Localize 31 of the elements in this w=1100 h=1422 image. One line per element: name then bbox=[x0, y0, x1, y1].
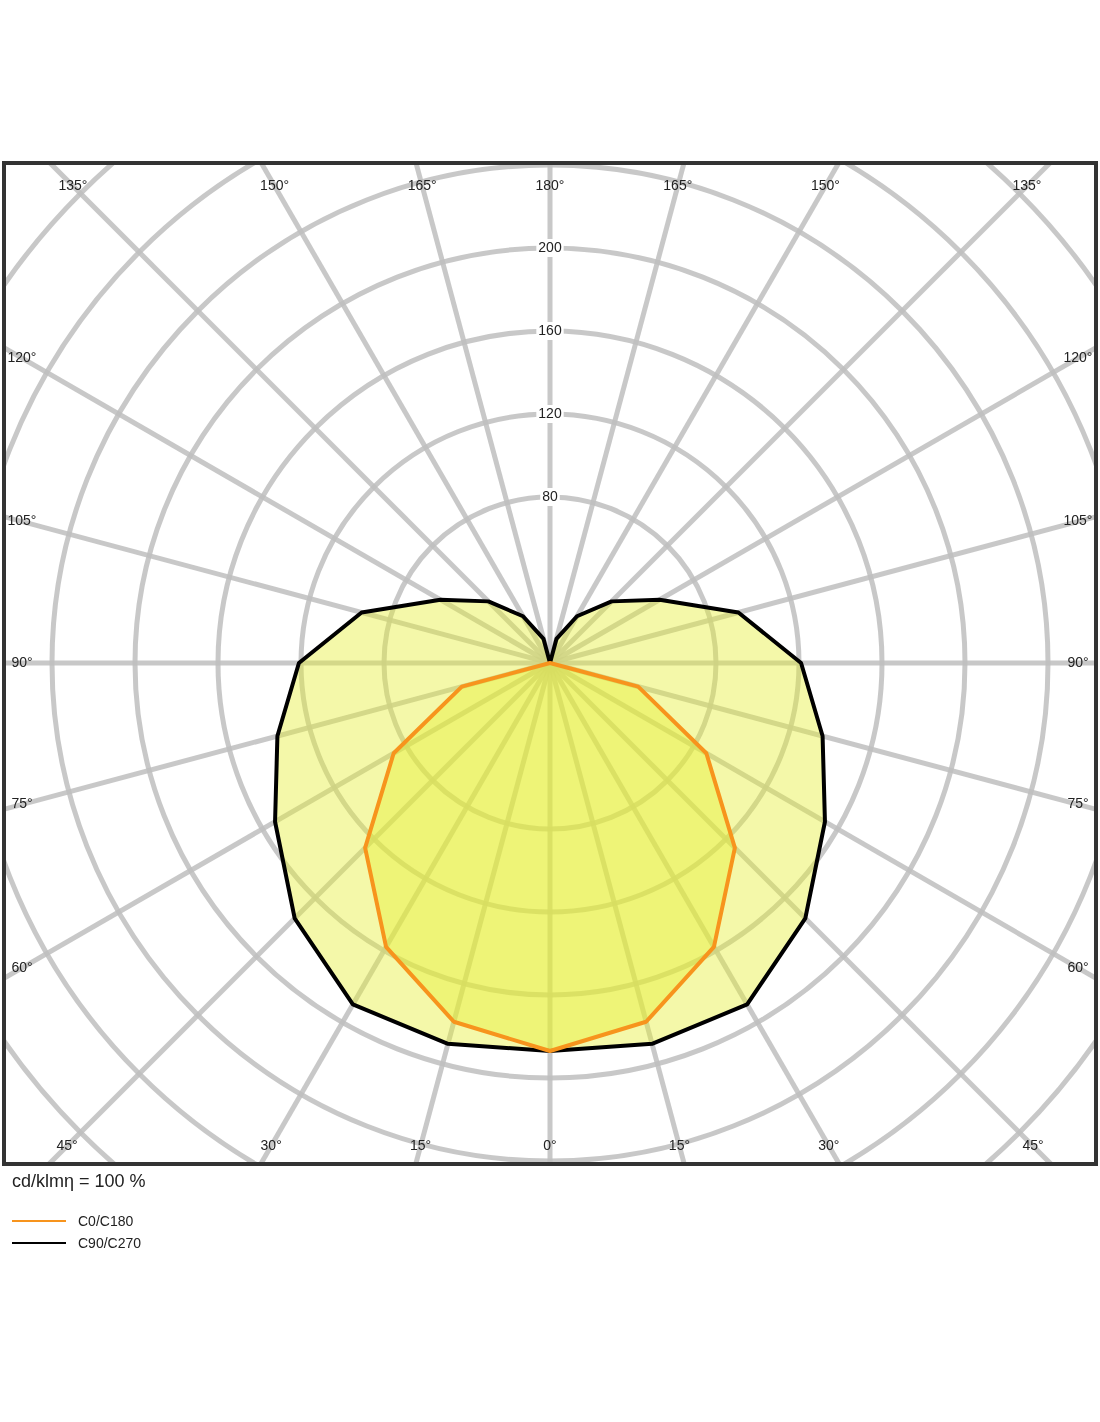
legend-label: C0/C180 bbox=[78, 1213, 134, 1229]
spoke-label: 15° bbox=[668, 1136, 691, 1153]
spoke-label: 45° bbox=[56, 1136, 78, 1153]
spoke-label: 60° bbox=[11, 958, 33, 975]
spoke-label: 135° bbox=[1012, 176, 1042, 193]
y-tick-label: 160 bbox=[538, 321, 562, 338]
spoke-label: 105° bbox=[1063, 512, 1093, 529]
spoke-label: 105° bbox=[7, 512, 37, 529]
spoke-label: 30° bbox=[818, 1136, 840, 1153]
spoke-label: 150° bbox=[810, 176, 840, 193]
spoke-label: 0° bbox=[543, 1136, 557, 1153]
spoke-label: 165° bbox=[407, 176, 437, 193]
spoke-label: 60° bbox=[1067, 958, 1089, 975]
y-tick-label: 200 bbox=[538, 238, 562, 255]
spoke-label: 135° bbox=[58, 176, 88, 193]
y-tick-label: 120 bbox=[538, 404, 562, 421]
spoke-label: 15° bbox=[409, 1136, 432, 1153]
y-tick-label: 80 bbox=[542, 487, 558, 504]
legend-label: C90/C270 bbox=[78, 1235, 142, 1251]
spoke-label: 75° bbox=[11, 795, 33, 812]
spoke-label: 90° bbox=[1067, 653, 1089, 670]
spoke-label: 180° bbox=[535, 176, 565, 193]
spoke-label: 120° bbox=[7, 349, 37, 366]
spoke-label: 165° bbox=[663, 176, 693, 193]
spoke-label: 45° bbox=[1022, 1136, 1044, 1153]
spoke-label: 75° bbox=[1067, 795, 1089, 812]
spoke-label: 120° bbox=[1063, 349, 1093, 366]
spoke-label: 90° bbox=[11, 653, 33, 670]
text: cd/klmη = 100 % bbox=[12, 1171, 146, 1192]
spoke-label: 150° bbox=[260, 176, 290, 193]
spoke-label: 30° bbox=[260, 1136, 282, 1153]
